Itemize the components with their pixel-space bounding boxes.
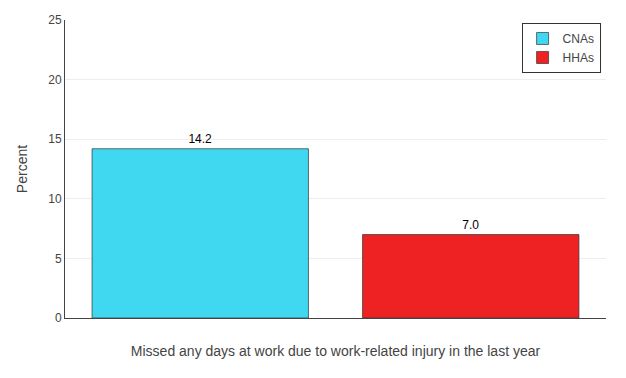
- svg-text:0: 0: [55, 311, 62, 325]
- svg-text:14.2: 14.2: [188, 132, 212, 146]
- svg-text:Percent: Percent: [14, 145, 30, 193]
- svg-text:7.0: 7.0: [462, 218, 479, 232]
- svg-text:15: 15: [48, 132, 62, 146]
- svg-text:20: 20: [48, 73, 62, 87]
- svg-text:CNAs: CNAs: [563, 32, 594, 46]
- svg-text:HHAs: HHAs: [563, 51, 594, 65]
- svg-text:Missed any days at work due to: Missed any days at work due to work-rela…: [131, 343, 541, 359]
- svg-text:10: 10: [48, 192, 62, 206]
- svg-text:25: 25: [48, 13, 62, 27]
- svg-text:5: 5: [55, 252, 62, 266]
